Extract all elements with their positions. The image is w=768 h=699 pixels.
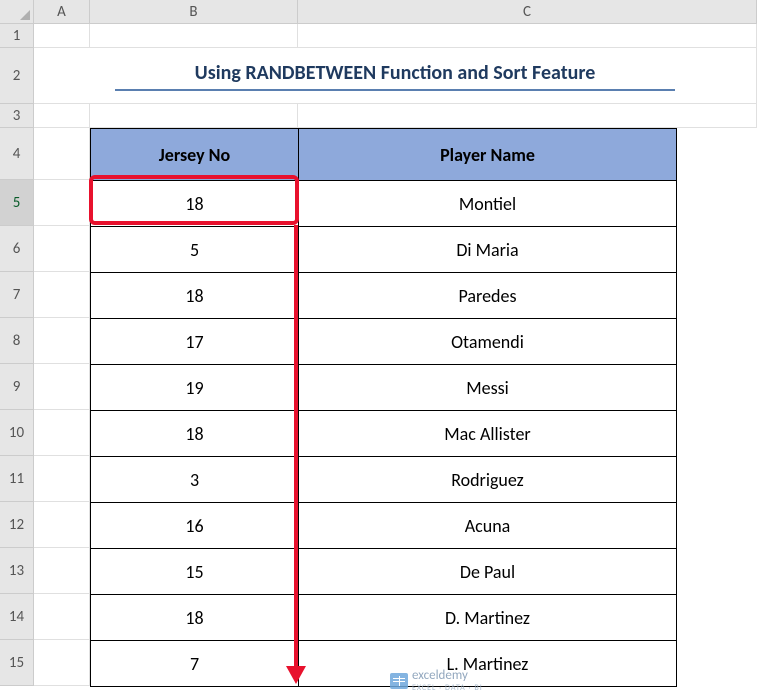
row-header-5[interactable]: 5: [0, 180, 34, 226]
cell-a12[interactable]: [34, 502, 90, 548]
table-row: 5Di Maria: [91, 227, 677, 273]
cell-c3[interactable]: [298, 104, 757, 128]
cell-player[interactable]: Acuna: [299, 503, 677, 549]
row-header-3[interactable]: 3: [0, 104, 34, 128]
row-header-7[interactable]: 7: [0, 272, 34, 318]
cell-b1[interactable]: [90, 24, 298, 48]
row-header-4[interactable]: 4: [0, 128, 34, 180]
row-header-6[interactable]: 6: [0, 226, 34, 272]
cell-player[interactable]: Di Maria: [299, 227, 677, 273]
cell-jersey[interactable]: 19: [91, 365, 299, 411]
cell-player[interactable]: De Paul: [299, 549, 677, 595]
table-row: 17Otamendi: [91, 319, 677, 365]
row-header-10[interactable]: 10: [0, 410, 34, 456]
cell-player[interactable]: L. Martinez: [299, 641, 677, 687]
cell-a9[interactable]: [34, 364, 90, 410]
col-header-b[interactable]: B: [90, 0, 298, 24]
row-header-9[interactable]: 9: [0, 364, 34, 410]
cell-jersey[interactable]: 5: [91, 227, 299, 273]
cell-player[interactable]: Montiel: [299, 181, 677, 227]
table-header-row: Jersey No Player Name: [91, 129, 677, 181]
table-row: 18Paredes: [91, 273, 677, 319]
cell-jersey[interactable]: 16: [91, 503, 299, 549]
cell-jersey[interactable]: 18: [91, 181, 299, 227]
title-row[interactable]: Using RANDBETWEEN Function and Sort Feat…: [34, 48, 757, 104]
data-table: Jersey No Player Name 18Montiel5Di Maria…: [90, 128, 677, 687]
col-header-c[interactable]: C: [298, 0, 757, 24]
watermark-text: exceldemy: [412, 668, 468, 683]
row-header-11[interactable]: 11: [0, 456, 34, 502]
cell-a5[interactable]: [34, 180, 90, 226]
row-header-8[interactable]: 8: [0, 318, 34, 364]
row-header-12[interactable]: 12: [0, 502, 34, 548]
cell-player[interactable]: Mac Allister: [299, 411, 677, 457]
watermark: exceldemy EXCEL · DATA · BI: [390, 668, 483, 693]
col-header-a[interactable]: A: [34, 0, 90, 24]
spreadsheet-grid: A B C 1 2 Using RANDBETWEEN Function and…: [0, 0, 768, 686]
page-title: Using RANDBETWEEN Function and Sort Feat…: [115, 61, 675, 91]
cell-a8[interactable]: [34, 318, 90, 364]
cell-jersey[interactable]: 18: [91, 273, 299, 319]
cell-a1[interactable]: [34, 24, 90, 48]
cell-jersey[interactable]: 18: [91, 411, 299, 457]
cell-player[interactable]: Paredes: [299, 273, 677, 319]
cell-a10[interactable]: [34, 410, 90, 456]
cell-player[interactable]: Rodriguez: [299, 457, 677, 503]
select-all-corner[interactable]: [0, 0, 34, 24]
row-header-15[interactable]: 15: [0, 640, 34, 686]
table-row: 7L. Martinez: [91, 641, 677, 687]
exceldemy-icon: [390, 673, 408, 689]
table-row: 15De Paul: [91, 549, 677, 595]
cell-a11[interactable]: [34, 456, 90, 502]
cell-jersey[interactable]: 17: [91, 319, 299, 365]
cell-player[interactable]: Otamendi: [299, 319, 677, 365]
table-row: 16Acuna: [91, 503, 677, 549]
cell-a6[interactable]: [34, 226, 90, 272]
cell-a4[interactable]: [34, 128, 90, 180]
table-row: 18D. Martinez: [91, 595, 677, 641]
data-table-area: Jersey No Player Name 18Montiel5Di Maria…: [90, 128, 757, 686]
header-player[interactable]: Player Name: [299, 129, 677, 181]
cell-jersey[interactable]: 18: [91, 595, 299, 641]
table-row: 3Rodriguez: [91, 457, 677, 503]
table-row: 18Mac Allister: [91, 411, 677, 457]
cell-player[interactable]: Messi: [299, 365, 677, 411]
cell-a15[interactable]: [34, 640, 90, 686]
cell-jersey[interactable]: 7: [91, 641, 299, 687]
cell-a14[interactable]: [34, 594, 90, 640]
cell-a7[interactable]: [34, 272, 90, 318]
table-row: 19Messi: [91, 365, 677, 411]
cell-player[interactable]: D. Martinez: [299, 595, 677, 641]
cell-a3[interactable]: [34, 104, 90, 128]
table-row: 18Montiel: [91, 181, 677, 227]
cell-a13[interactable]: [34, 548, 90, 594]
row-header-2[interactable]: 2: [0, 48, 34, 104]
row-header-14[interactable]: 14: [0, 594, 34, 640]
row-header-13[interactable]: 13: [0, 548, 34, 594]
cell-c1[interactable]: [298, 24, 757, 48]
row-header-1[interactable]: 1: [0, 24, 34, 48]
header-jersey[interactable]: Jersey No: [91, 129, 299, 181]
cell-jersey[interactable]: 3: [91, 457, 299, 503]
cell-jersey[interactable]: 15: [91, 549, 299, 595]
cell-b3[interactable]: [90, 104, 298, 128]
watermark-sub: EXCEL · DATA · BI: [412, 683, 483, 693]
